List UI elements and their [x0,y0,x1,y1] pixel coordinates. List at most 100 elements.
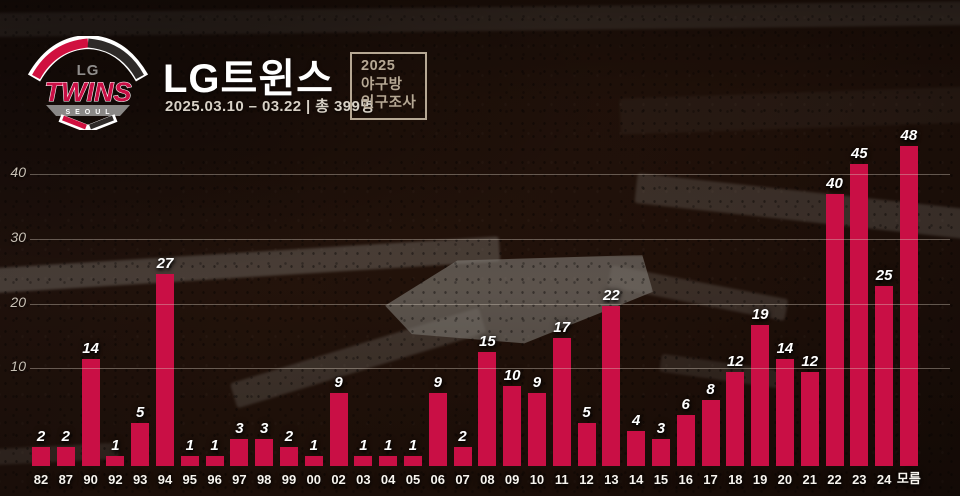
bar-value-label: 1 [111,437,120,454]
bar [577,423,596,466]
gridline [30,174,950,175]
logo-seoul-banner [46,105,130,116]
bar-value-label: 40 [826,175,843,192]
bar-category-label: 92 [108,472,123,487]
bar-category-label: 23 [852,472,867,487]
bar-value-label: 14 [776,340,794,357]
bar-value-label: 1 [408,437,418,454]
bar-value-label: 48 [900,127,918,144]
bar-category-label: 15 [653,472,669,487]
bar-slot: 2 99 [279,428,299,487]
logo-twins-text: TWINS [45,77,132,107]
gridline [30,304,950,305]
bar-value-label: 3 [260,420,269,437]
bar [32,447,50,466]
bar [56,447,75,466]
bar-slot: 12 21 [800,353,820,487]
bar-value-label: 1 [383,437,393,454]
bar-category-label: 20 [777,472,793,487]
bar-value-label: 27 [156,255,174,272]
bar-value-label: 12 [801,353,819,370]
bar-value-label: 22 [602,287,620,304]
bar-category-label: 99 [281,472,297,487]
bar-slot: 9 06 [428,374,448,487]
bar-value-label: 2 [284,428,294,445]
bar-slot: 1 03 [353,437,373,487]
bar-slot: 22 13 [601,287,621,487]
bar-slot: 14 90 [81,340,101,487]
bar [726,372,745,466]
bar-value-label: 3 [235,420,244,437]
bar [205,456,224,466]
bar-category-label: 08 [480,472,495,487]
bar-category-label: 21 [802,472,817,487]
bar [775,359,794,466]
bar [751,325,770,466]
bar-slot: 15 08 [477,333,497,487]
bar-category-label: 95 [182,472,198,487]
survey-badge: 2025 야구방 인구조사 [350,52,428,120]
bar-slot: 45 23 [849,145,869,487]
bar-slot: 3 15 [651,420,671,487]
bar [800,372,819,466]
bar-value-label: 5 [136,404,145,421]
bar [627,431,646,466]
bar [552,338,571,466]
bar-category-label: 05 [405,472,421,487]
bar-category-label: 22 [827,472,842,487]
bar [354,456,373,466]
bar-slot: 2 07 [453,428,473,487]
bar-slot: 9 10 [527,374,547,487]
bar [329,393,348,466]
bar-value-label: 9 [334,374,343,391]
bar-value-label: 9 [532,374,542,391]
bar [503,386,522,466]
bar-category-label: 17 [703,472,718,487]
bar-slot: 8 17 [701,381,721,487]
bar [304,456,323,466]
bar-category-label: 19 [752,472,768,487]
bar-value-label: 8 [706,381,715,398]
bar-category-label: 03 [356,472,371,487]
bar-value-label: 45 [850,145,868,162]
bar [230,439,249,466]
bar-slot: 4 14 [626,412,646,487]
badge-line-1: 2025 [361,58,396,74]
bar-category-label: 93 [132,472,148,487]
bar-value-label: 9 [433,374,442,391]
bar [279,447,298,466]
bar-category-label: 14 [628,472,644,487]
bar-slot: 19 19 [750,306,770,487]
bar-category-label: 13 [604,472,619,487]
bar [527,393,546,466]
bar-value-label: 1 [359,437,368,454]
bar-category-label: 16 [678,472,693,487]
bars-row: 2 82 2 87 14 90 1 92 5 93 27 94 1 95 1 96 3 97 3 98 2 99 1 00 9 0… [31,127,921,487]
bar [428,393,447,466]
bar [180,456,199,466]
bar-slot: 5 12 [577,404,597,487]
gridline [30,239,950,240]
bar-value-label: 2 [61,428,70,445]
badge-line-2: 야구방 [361,76,403,93]
bar-value-label: 1 [210,437,219,454]
survey-period-subtitle: 2025.03.10 – 03.22 | 총 399명 [165,98,375,115]
bar-category-label: 97 [232,472,247,487]
bar-category-label: 07 [455,472,470,487]
bar [651,439,670,466]
bar-category-label: 18 [728,472,743,487]
bar-slot: 3 97 [229,420,249,487]
bar-slot: 2 82 [31,428,51,487]
bar-category-label: 04 [380,472,396,487]
bar [403,456,422,466]
bar [850,164,869,466]
bar-category-label: 06 [430,472,445,487]
bar-category-label: 모름 [896,471,921,486]
bar-slot: 2 87 [56,428,76,487]
bar-value-label: 12 [726,353,744,370]
bar-slot: 48 모름 [897,127,921,486]
bar-value-label: 19 [751,306,769,323]
bar-category-label: 96 [207,472,222,487]
bar-slot: 1 04 [378,437,398,487]
